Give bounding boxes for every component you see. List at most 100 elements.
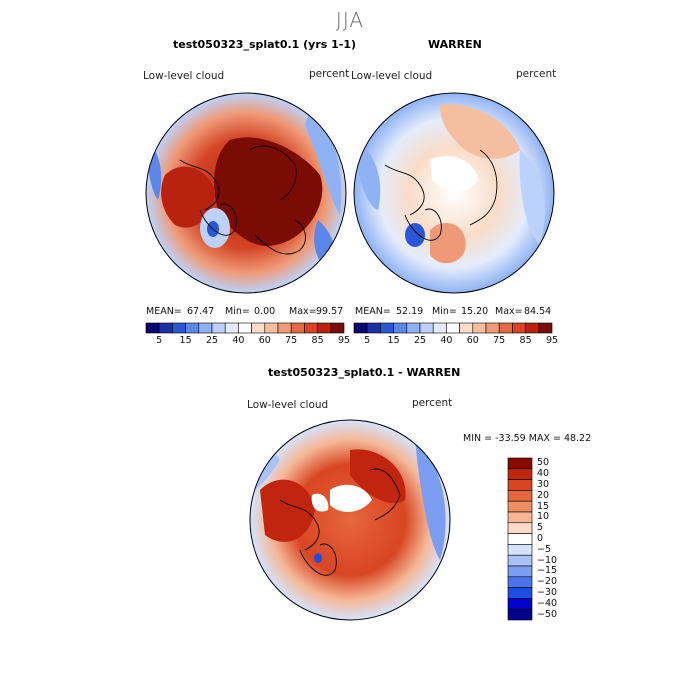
model-map-coastline-3 [249, 145, 297, 201]
diff-colorbar-cell [507, 457, 533, 470]
obs-colorbar-tick: 15 [387, 335, 400, 346]
diff-colorbar-tick: −15 [537, 565, 558, 577]
diff-colorbar-cell [507, 500, 533, 513]
model-colorbar-tick: 60 [258, 335, 271, 346]
diff-map-deep-red-2 [350, 449, 406, 504]
obs-colorbar-cell [419, 322, 434, 334]
obs-colorbar-cell [380, 322, 394, 334]
obs-map-pole-white [430, 156, 478, 192]
obs-colorbar-cell [366, 322, 381, 334]
model-colorbar-cell [251, 322, 266, 334]
diff-colorbar-tick: 10 [537, 511, 550, 523]
diff-colorbar-cell [507, 587, 533, 599]
model-map [145, 92, 347, 294]
diff-colorbar-tick: 5 [537, 522, 544, 534]
obs-colorbar-cell [393, 322, 408, 334]
diff-colorbar-tick: 40 [537, 468, 550, 480]
model-colorbar-cell [317, 322, 332, 334]
diff-colorbar-cell [507, 490, 533, 502]
obs-colorbar-tick: 5 [364, 335, 371, 346]
diff-colorbar-cell [507, 554, 533, 567]
model-colorbar-cell [224, 322, 239, 334]
obs-colorbar-cell [472, 322, 487, 334]
diff-units-label: percent [412, 397, 453, 409]
model-panel-title: test050323_splat0.1 (yrs 1-1) [173, 38, 357, 51]
obs-colorbar-tick: 60 [466, 335, 479, 346]
obs-map-coastline-1 [384, 164, 425, 216]
obs-mean-value: 52.19 [396, 306, 424, 317]
obs-max-value: 84.54 [524, 306, 552, 317]
diff-colorbar-tick: −10 [537, 554, 558, 566]
obs-colorbar-tick: 85 [519, 335, 532, 346]
obs-map-coastline-2 [404, 208, 442, 241]
obs-map-blue-east [519, 150, 545, 245]
obs-colorbar-cell [432, 322, 447, 334]
diff-map [249, 419, 451, 621]
diff-colorbar-tick: −50 [537, 608, 558, 620]
model-map-coastline-4 [254, 219, 306, 255]
diff-colorbar-tick: 50 [537, 457, 550, 469]
obs-colorbar-cell [525, 322, 540, 334]
obs-colorbar-tick: 25 [413, 335, 427, 346]
obs-colorbar-tick: 40 [440, 335, 453, 346]
model-colorbar-tick: 85 [311, 335, 324, 346]
model-max-label: Max= [289, 306, 317, 317]
diff-colorbar-cell [507, 576, 533, 588]
obs-colorbar-cell [538, 322, 553, 334]
diff-colorbar-tick: −20 [537, 576, 558, 588]
model-colorbar-tick: 75 [285, 335, 298, 346]
model-colorbar-tick: 95 [337, 335, 351, 346]
diff-colorbar-cell [507, 565, 533, 578]
obs-colorbar-tick: 75 [493, 335, 506, 346]
obs-map-greenland-low [405, 223, 425, 247]
obs-min-value: 15.20 [461, 306, 489, 317]
diff-colorbar [507, 457, 533, 621]
obs-colorbar-cell [512, 322, 526, 334]
diff-map-border [249, 419, 451, 621]
diff-map-greenland-low [314, 553, 322, 563]
model-colorbar-cell [158, 322, 173, 334]
model-colorbar-tick: 15 [179, 335, 192, 346]
model-colorbar-cell [185, 322, 200, 334]
diff-colorbar-tick: 20 [537, 489, 550, 501]
model-units-label: percent [309, 68, 350, 80]
obs-colorbar-cell [353, 322, 368, 334]
obs-map-border [353, 92, 555, 294]
model-colorbar-cell [198, 322, 213, 334]
model-map-coastline-1 [179, 159, 220, 211]
diff-field-label: Low-level cloud [247, 399, 329, 411]
model-colorbar-cell [304, 322, 318, 334]
obs-colorbar-cell [498, 322, 513, 334]
diff-map-blue-edge-east [415, 440, 446, 560]
diff-map-deep-red-1 [260, 479, 315, 542]
diff-colorbar-tick: 30 [537, 479, 550, 490]
obs-map [353, 92, 555, 294]
diff-map-coastline-1 [279, 499, 320, 551]
obs-max-label: Max= [495, 306, 523, 317]
obs-mean-label: MEAN= [355, 306, 391, 317]
diff-colorbar-tick: 15 [537, 500, 550, 512]
model-min-value: 0.00 [254, 306, 276, 317]
obs-map-coastline-3 [469, 149, 498, 226]
model-min-label: Min= [225, 306, 250, 317]
obs-units-label: percent [516, 68, 557, 80]
model-map-coastline-2 [199, 203, 237, 236]
season-title: JJA [335, 8, 365, 32]
obs-colorbar [353, 322, 553, 334]
model-colorbar-tick: 25 [205, 335, 219, 346]
diff-map-blank-1 [330, 484, 372, 512]
diff-colorbar-tick: 0 [537, 533, 544, 544]
diff-map-coastline-3 [369, 468, 401, 521]
model-colorbar-cell [264, 322, 279, 334]
diff-colorbar-cell [507, 522, 533, 534]
obs-min-label: Min= [432, 306, 457, 317]
diff-colorbar-tick: −40 [537, 597, 558, 609]
model-colorbar-cell [277, 322, 292, 334]
obs-colorbar-cell [446, 322, 460, 334]
diff-colorbar-tick: −5 [537, 543, 552, 555]
obs-field-label: Low-level cloud [351, 70, 433, 82]
model-mean-value: 67.47 [187, 306, 215, 317]
obs-colorbar-tick: 95 [545, 335, 559, 346]
